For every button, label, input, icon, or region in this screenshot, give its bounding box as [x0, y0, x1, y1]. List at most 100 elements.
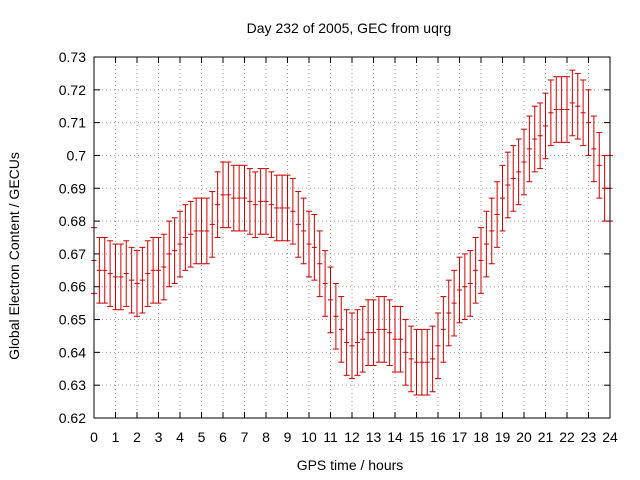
data-point [510, 145, 517, 212]
data-series [91, 69, 613, 396]
data-point [306, 210, 312, 278]
y-tick-label: 0.7 [67, 147, 87, 163]
data-point [537, 102, 544, 170]
data-point [585, 89, 592, 156]
data-point [574, 72, 581, 140]
data-point [134, 250, 140, 317]
x-tick-label: 9 [284, 429, 292, 445]
data-point [155, 237, 162, 304]
x-tick-label: 8 [262, 429, 270, 445]
data-point [96, 237, 103, 304]
data-point [424, 328, 431, 396]
y-tick-label: 0.69 [59, 180, 86, 196]
y-tick-label: 0.72 [59, 82, 86, 98]
y-tick-label: 0.66 [59, 279, 86, 295]
data-point [408, 325, 415, 393]
data-point [268, 171, 275, 238]
data-point [316, 230, 323, 298]
data-point [601, 154, 608, 222]
data-point [435, 312, 441, 380]
data-point [418, 328, 425, 396]
x-tick-label: 3 [155, 429, 163, 445]
x-tick-label: 12 [344, 429, 360, 445]
data-point [429, 325, 436, 393]
x-tick-label: 6 [219, 429, 227, 445]
y-tick-label: 0.73 [59, 49, 86, 65]
data-point [241, 164, 248, 232]
data-point [311, 214, 318, 281]
x-tick-label: 21 [538, 429, 554, 445]
data-point [392, 305, 398, 373]
x-tick-label: 13 [366, 429, 382, 445]
data-point [343, 309, 350, 376]
x-tick-label: 5 [198, 429, 206, 445]
x-tick-label: 2 [133, 429, 141, 445]
x-tick-label: 19 [495, 429, 511, 445]
data-point [289, 177, 296, 245]
data-point [354, 309, 361, 376]
data-point [547, 79, 554, 147]
data-point [526, 115, 533, 183]
data-point [177, 210, 183, 278]
data-point [488, 197, 495, 265]
data-point [327, 266, 334, 334]
y-axis-label: Global Electron Content / GECUs [6, 152, 22, 360]
data-point [236, 164, 243, 232]
data-point [214, 171, 221, 238]
data-point [365, 299, 372, 366]
data-point [332, 282, 339, 350]
data-point [478, 227, 484, 294]
data-point [128, 246, 135, 314]
x-tick-label: 18 [473, 429, 489, 445]
data-point [101, 237, 108, 304]
data-point [359, 305, 366, 373]
data-point [590, 115, 597, 183]
data-point [107, 240, 114, 307]
y-tick-label: 0.67 [59, 246, 86, 262]
x-tick-label: 20 [516, 429, 532, 445]
data-point [596, 131, 603, 199]
data-point [123, 240, 130, 307]
data-point [263, 168, 269, 235]
data-point [483, 210, 490, 278]
data-point [521, 128, 527, 196]
data-point [225, 161, 232, 229]
data-point [413, 328, 420, 396]
data-point [461, 253, 468, 321]
data-point [580, 79, 587, 147]
data-point [284, 174, 291, 242]
data-point [198, 197, 205, 265]
axis-ticks: 0.62 0.63 0.64 0.65 0.66 0.67 0.68 0.69 0.7 0.71 0… [59, 49, 618, 445]
data-point [338, 296, 345, 363]
data-point [117, 243, 124, 311]
data-point [300, 197, 307, 265]
data-point [160, 233, 167, 301]
x-tick-label: 17 [452, 429, 468, 445]
x-tick-label: 4 [176, 429, 184, 445]
data-point [456, 256, 463, 324]
x-tick-label: 11 [323, 429, 338, 445]
y-tick-label: 0.63 [59, 377, 86, 393]
data-point [322, 250, 329, 317]
x-tick-label: 23 [581, 429, 597, 445]
data-point [445, 279, 452, 347]
data-point [472, 237, 479, 304]
data-point [381, 296, 388, 363]
data-point [440, 296, 447, 363]
x-tick-label: 24 [602, 429, 618, 445]
data-point [166, 220, 173, 288]
x-tick-label: 22 [559, 429, 575, 445]
data-point [402, 319, 409, 386]
data-point [209, 191, 216, 258]
data-point [564, 76, 570, 143]
data-point [150, 237, 157, 304]
data-point [397, 305, 404, 373]
data-point [187, 200, 194, 268]
data-point [203, 197, 210, 265]
data-point [246, 168, 253, 235]
data-point [230, 164, 237, 232]
data-point [144, 240, 151, 307]
plot-frame [93, 56, 611, 419]
data-point [558, 76, 565, 143]
